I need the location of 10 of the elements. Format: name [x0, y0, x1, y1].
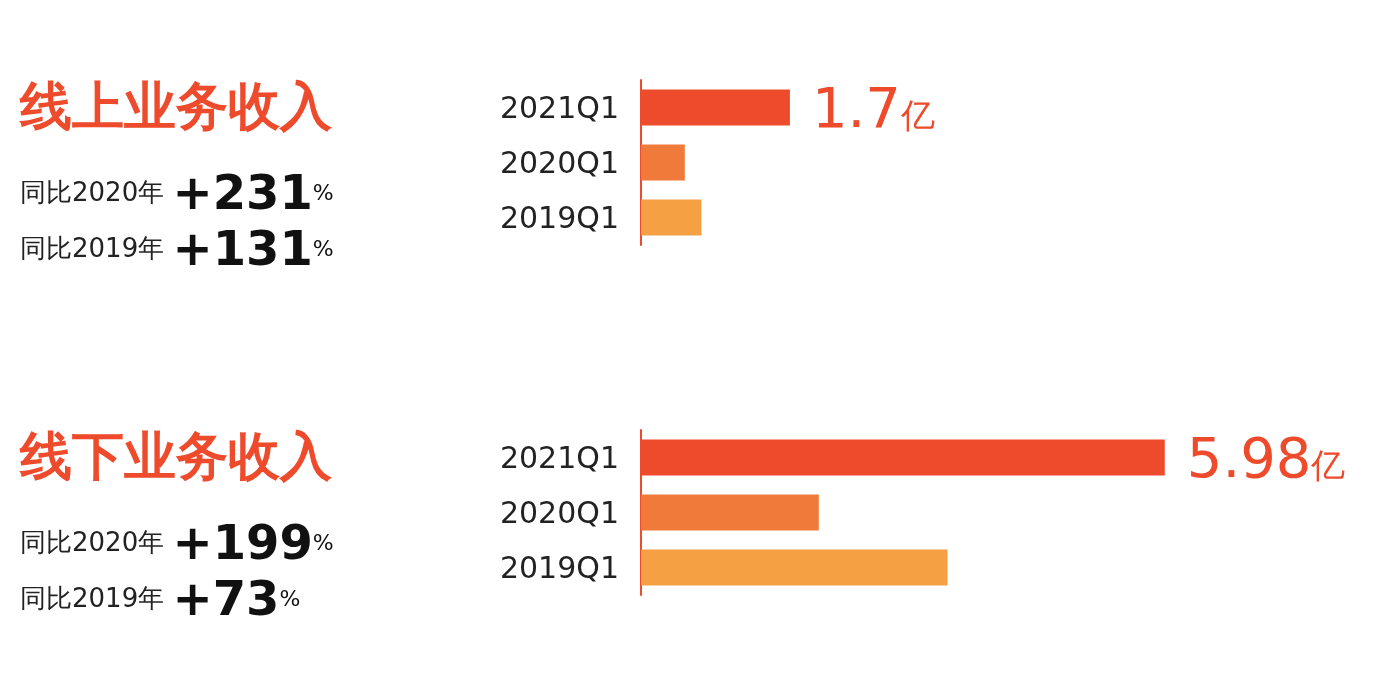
- y-tick-label: 2019Q1: [499, 550, 619, 585]
- data-label: 5.98亿: [1186, 425, 1346, 490]
- y-tick-label: 2021Q1: [499, 90, 619, 125]
- text: 线下业务收入: [19, 426, 333, 486]
- text: 线上业务收入: [19, 76, 333, 136]
- y-tick-label: 2019Q1: [499, 200, 619, 235]
- data-label: 1.7亿: [811, 75, 935, 140]
- y-tick-label: 2020Q1: [499, 495, 619, 530]
- y-tick-label: 2021Q1: [499, 440, 619, 475]
- y-tick-label: 2020Q1: [499, 145, 619, 180]
